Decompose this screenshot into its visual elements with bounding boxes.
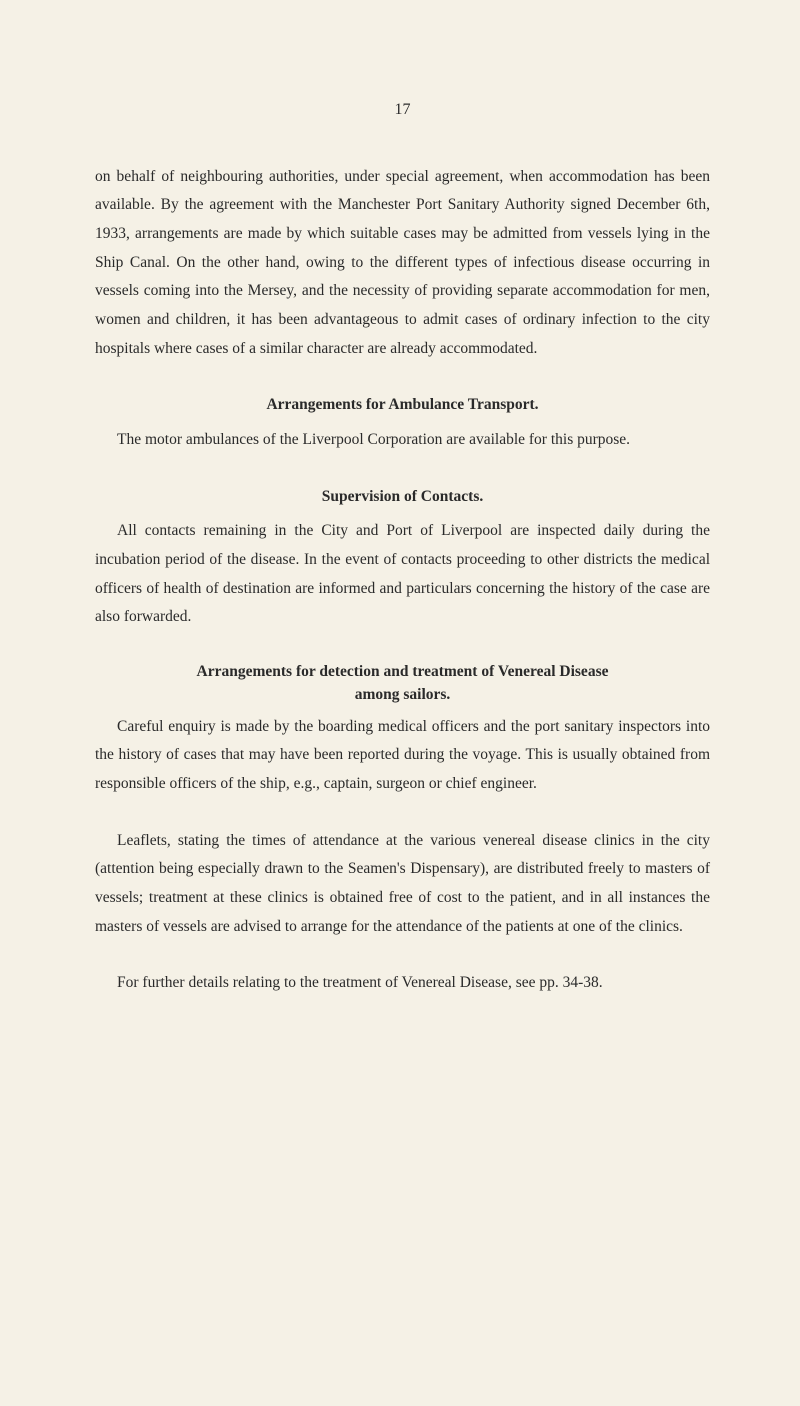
body-paragraph: For further details relating to the trea… [95, 969, 710, 998]
body-paragraph: Careful enquiry is made by the boarding … [95, 713, 710, 799]
section-heading: Arrangements for detection and treatment… [95, 660, 710, 707]
body-paragraph: Leaflets, stating the times of attendanc… [95, 827, 710, 942]
body-paragraph: The motor ambulances of the Liverpool Co… [95, 426, 710, 455]
body-paragraph: on behalf of neighbouring authorities, u… [95, 163, 710, 364]
heading-line-1: Arrangements for detection and treatment… [197, 663, 609, 680]
section-heading: Arrangements for Ambulance Transport. [95, 391, 710, 420]
section-heading: Supervision of Contacts. [95, 483, 710, 512]
heading-line-2: among sailors. [355, 686, 451, 703]
body-paragraph: All contacts remaining in the City and P… [95, 517, 710, 632]
page-number: 17 [95, 95, 710, 125]
document-page: 17 on behalf of neighbouring authorities… [0, 0, 800, 1086]
